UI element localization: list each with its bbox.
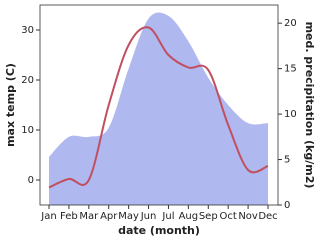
x-tick-label: Nov	[238, 211, 258, 222]
x-tick-label: Dec	[258, 211, 277, 222]
y-axis-label: max temp (C)	[4, 63, 17, 147]
x-tick-label: May	[118, 211, 139, 222]
y2-tick-label: 20	[284, 18, 297, 29]
x-tick-label: Jun	[140, 211, 157, 222]
x-tick-label: Aug	[179, 211, 199, 222]
y2-tick-label: 5	[284, 155, 290, 166]
x-tick-label: Sep	[199, 211, 218, 222]
y-tick-label: 0	[28, 175, 34, 186]
x-tick-label: Mar	[79, 211, 99, 222]
y2-tick-label: 0	[284, 200, 290, 211]
x-tick-label: Oct	[220, 211, 237, 222]
precipitation-area	[49, 12, 268, 206]
x-axis-label: date (month)	[118, 224, 200, 237]
y-tick-label: 20	[21, 75, 34, 86]
y-tick-label: 10	[21, 125, 34, 136]
y2-tick-label: 10	[284, 109, 297, 120]
y2-tick-label: 15	[284, 64, 297, 75]
temperature-line	[48, 26, 269, 189]
x-tick-label: Jan	[40, 211, 56, 222]
x-tick-label: Apr	[100, 211, 118, 222]
x-tick-label: Feb	[60, 211, 78, 222]
x-tick-label: Jul	[161, 211, 174, 222]
y2-axis-label: med. precipitation (kg/m2)	[303, 22, 316, 189]
plot-frame	[39, 4, 279, 206]
y-tick-label: 30	[21, 25, 34, 36]
